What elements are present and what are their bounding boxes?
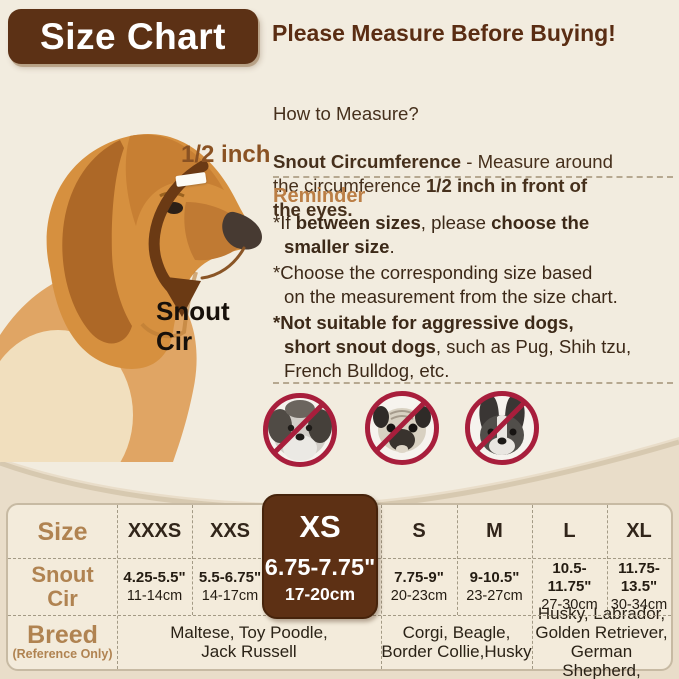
how-to-measure-block: How to Measure? Snout Circumference - Me… xyxy=(273,78,677,246)
measure-term: Snout Circumference xyxy=(273,151,462,172)
size-chart-badge-label: Size Chart xyxy=(40,15,226,57)
table-gridline xyxy=(117,505,118,669)
breed-cell-l-xl: Husky, Labrador, Golden Retriever, Germa… xyxy=(535,604,668,679)
table-gridline xyxy=(532,505,533,669)
reminder-text: *Choose the corresponding size based on … xyxy=(273,262,618,307)
golden-retriever-head-icon xyxy=(0,134,262,462)
table-gridline xyxy=(457,505,458,615)
table-gridline xyxy=(381,505,382,669)
snout-cell: 4.25-5.5" 11-14cm xyxy=(117,558,192,615)
reminder-heading: Reminder xyxy=(273,185,366,207)
snout-cell: 5.5-6.75" 14-17cm xyxy=(192,558,268,615)
no-pug-icon xyxy=(365,391,439,465)
reminder-item: *Choose the corresponding size based on … xyxy=(273,261,679,309)
col-header-xxxs: XXXS xyxy=(127,520,182,542)
no-shih-tzu-icon xyxy=(263,393,337,467)
reminder-item: *If between sizes, please choose the sma… xyxy=(273,211,679,259)
table-row-size: Size XXXS XXS S M L XL xyxy=(8,505,671,558)
snout-cell: 10.5-11.75" 27-30cm xyxy=(532,558,607,615)
breed-reference-note: (Reference Only) xyxy=(12,647,113,661)
reminder-list: *If between sizes, please choose the sma… xyxy=(273,211,679,385)
row-label-size: Size xyxy=(37,517,88,546)
reminder-text: , please xyxy=(420,212,492,233)
reminder-text: . xyxy=(389,236,395,257)
size-table: Size XXXS XXS S M L XL Snout Cir 4.25-5.… xyxy=(6,503,673,679)
snout-cm: 11-14cm xyxy=(126,587,183,604)
breed-label: Breed xyxy=(27,621,98,649)
table-row-breed: Breed (Reference Only) Maltese, Toy Pood… xyxy=(8,604,671,679)
snout-cell: 11.75-13.5" 30-34cm xyxy=(607,558,671,615)
breed-cell-s-m: Corgi, Beagle, Border Collie,Husky xyxy=(381,623,532,661)
breed-cell-xxxs-xs: Maltese, Toy Poodle, Jack Russell xyxy=(170,623,328,661)
snout-inches: 11.75-13.5" xyxy=(618,559,660,595)
snout-inches: 7.75-9" xyxy=(394,568,444,586)
snout-inches: 9-10.5" xyxy=(469,568,520,586)
snout-cm: 30-34cm xyxy=(610,596,668,613)
reminder-text: , such as Pug, Shih tzu, French Bulldog,… xyxy=(284,336,632,381)
row-label-breed: Breed (Reference Only) xyxy=(8,615,117,669)
snout-inches: 4.25-5.5" xyxy=(123,568,186,586)
snout-cir-label: Snout Cir xyxy=(156,296,230,356)
col-header-m: M xyxy=(486,520,503,542)
reminder-text-bold: between sizes xyxy=(295,212,421,233)
measure-emphasis: 1/2 inch in front of the eyes. xyxy=(273,175,588,220)
xs-size-label: XS xyxy=(299,509,341,544)
snout-inches: 5.5-6.75" xyxy=(198,568,262,586)
row-label-snout-cir: Snout Cir xyxy=(31,561,94,611)
size-chart-badge: Size Chart xyxy=(8,9,258,64)
col-header-s: S xyxy=(412,520,426,542)
snout-cm: 14-17cm xyxy=(201,587,259,604)
col-header-l: L xyxy=(563,520,576,542)
snout-cm: 23-27cm xyxy=(466,587,523,604)
snout-cm: 27-30cm xyxy=(541,596,598,613)
reminder-text: *If xyxy=(273,212,296,233)
how-to-measure-heading: How to Measure? xyxy=(273,103,419,124)
reminder-item: *Not suitable for aggressive dogs, short… xyxy=(273,311,679,383)
headline: Please Measure Before Buying! xyxy=(272,20,616,46)
xs-snout-cm: 17-20cm xyxy=(284,584,356,604)
xs-snout-inches: 6.75-7.75" xyxy=(264,554,376,580)
table-row-snout-cir: Snout Cir 4.25-5.5" 11-14cm 5.5-6.75" 14… xyxy=(8,558,671,615)
no-french-bulldog-icon xyxy=(465,391,539,465)
col-header-xl: XL xyxy=(626,520,652,542)
snout-cm: 20-23cm xyxy=(390,587,448,604)
snout-cell: 9-10.5" 23-27cm xyxy=(457,558,532,615)
how-to-measure-paragraph: Snout Circumference - Measure around the… xyxy=(273,150,677,222)
snout-cell: 7.75-9" 20-23cm xyxy=(381,558,457,615)
measure-text: - Measure around the circumference xyxy=(273,151,613,196)
snout-inches: 10.5-11.75" xyxy=(547,559,592,595)
table-gridline xyxy=(192,505,193,615)
reminder-text-bold: choose the smaller size xyxy=(284,212,590,257)
dashed-divider xyxy=(273,382,673,384)
dashed-divider xyxy=(273,176,673,178)
highlighted-size-xs-cell: XS 6.75-7.75" 17-20cm xyxy=(262,494,378,619)
reminder-text-bold: *Not suitable for aggressive dogs, short… xyxy=(273,312,574,357)
half-inch-label: 1/2 inch xyxy=(181,141,271,168)
table-gridline xyxy=(607,505,608,615)
col-header-xxs: XXS xyxy=(209,520,251,542)
